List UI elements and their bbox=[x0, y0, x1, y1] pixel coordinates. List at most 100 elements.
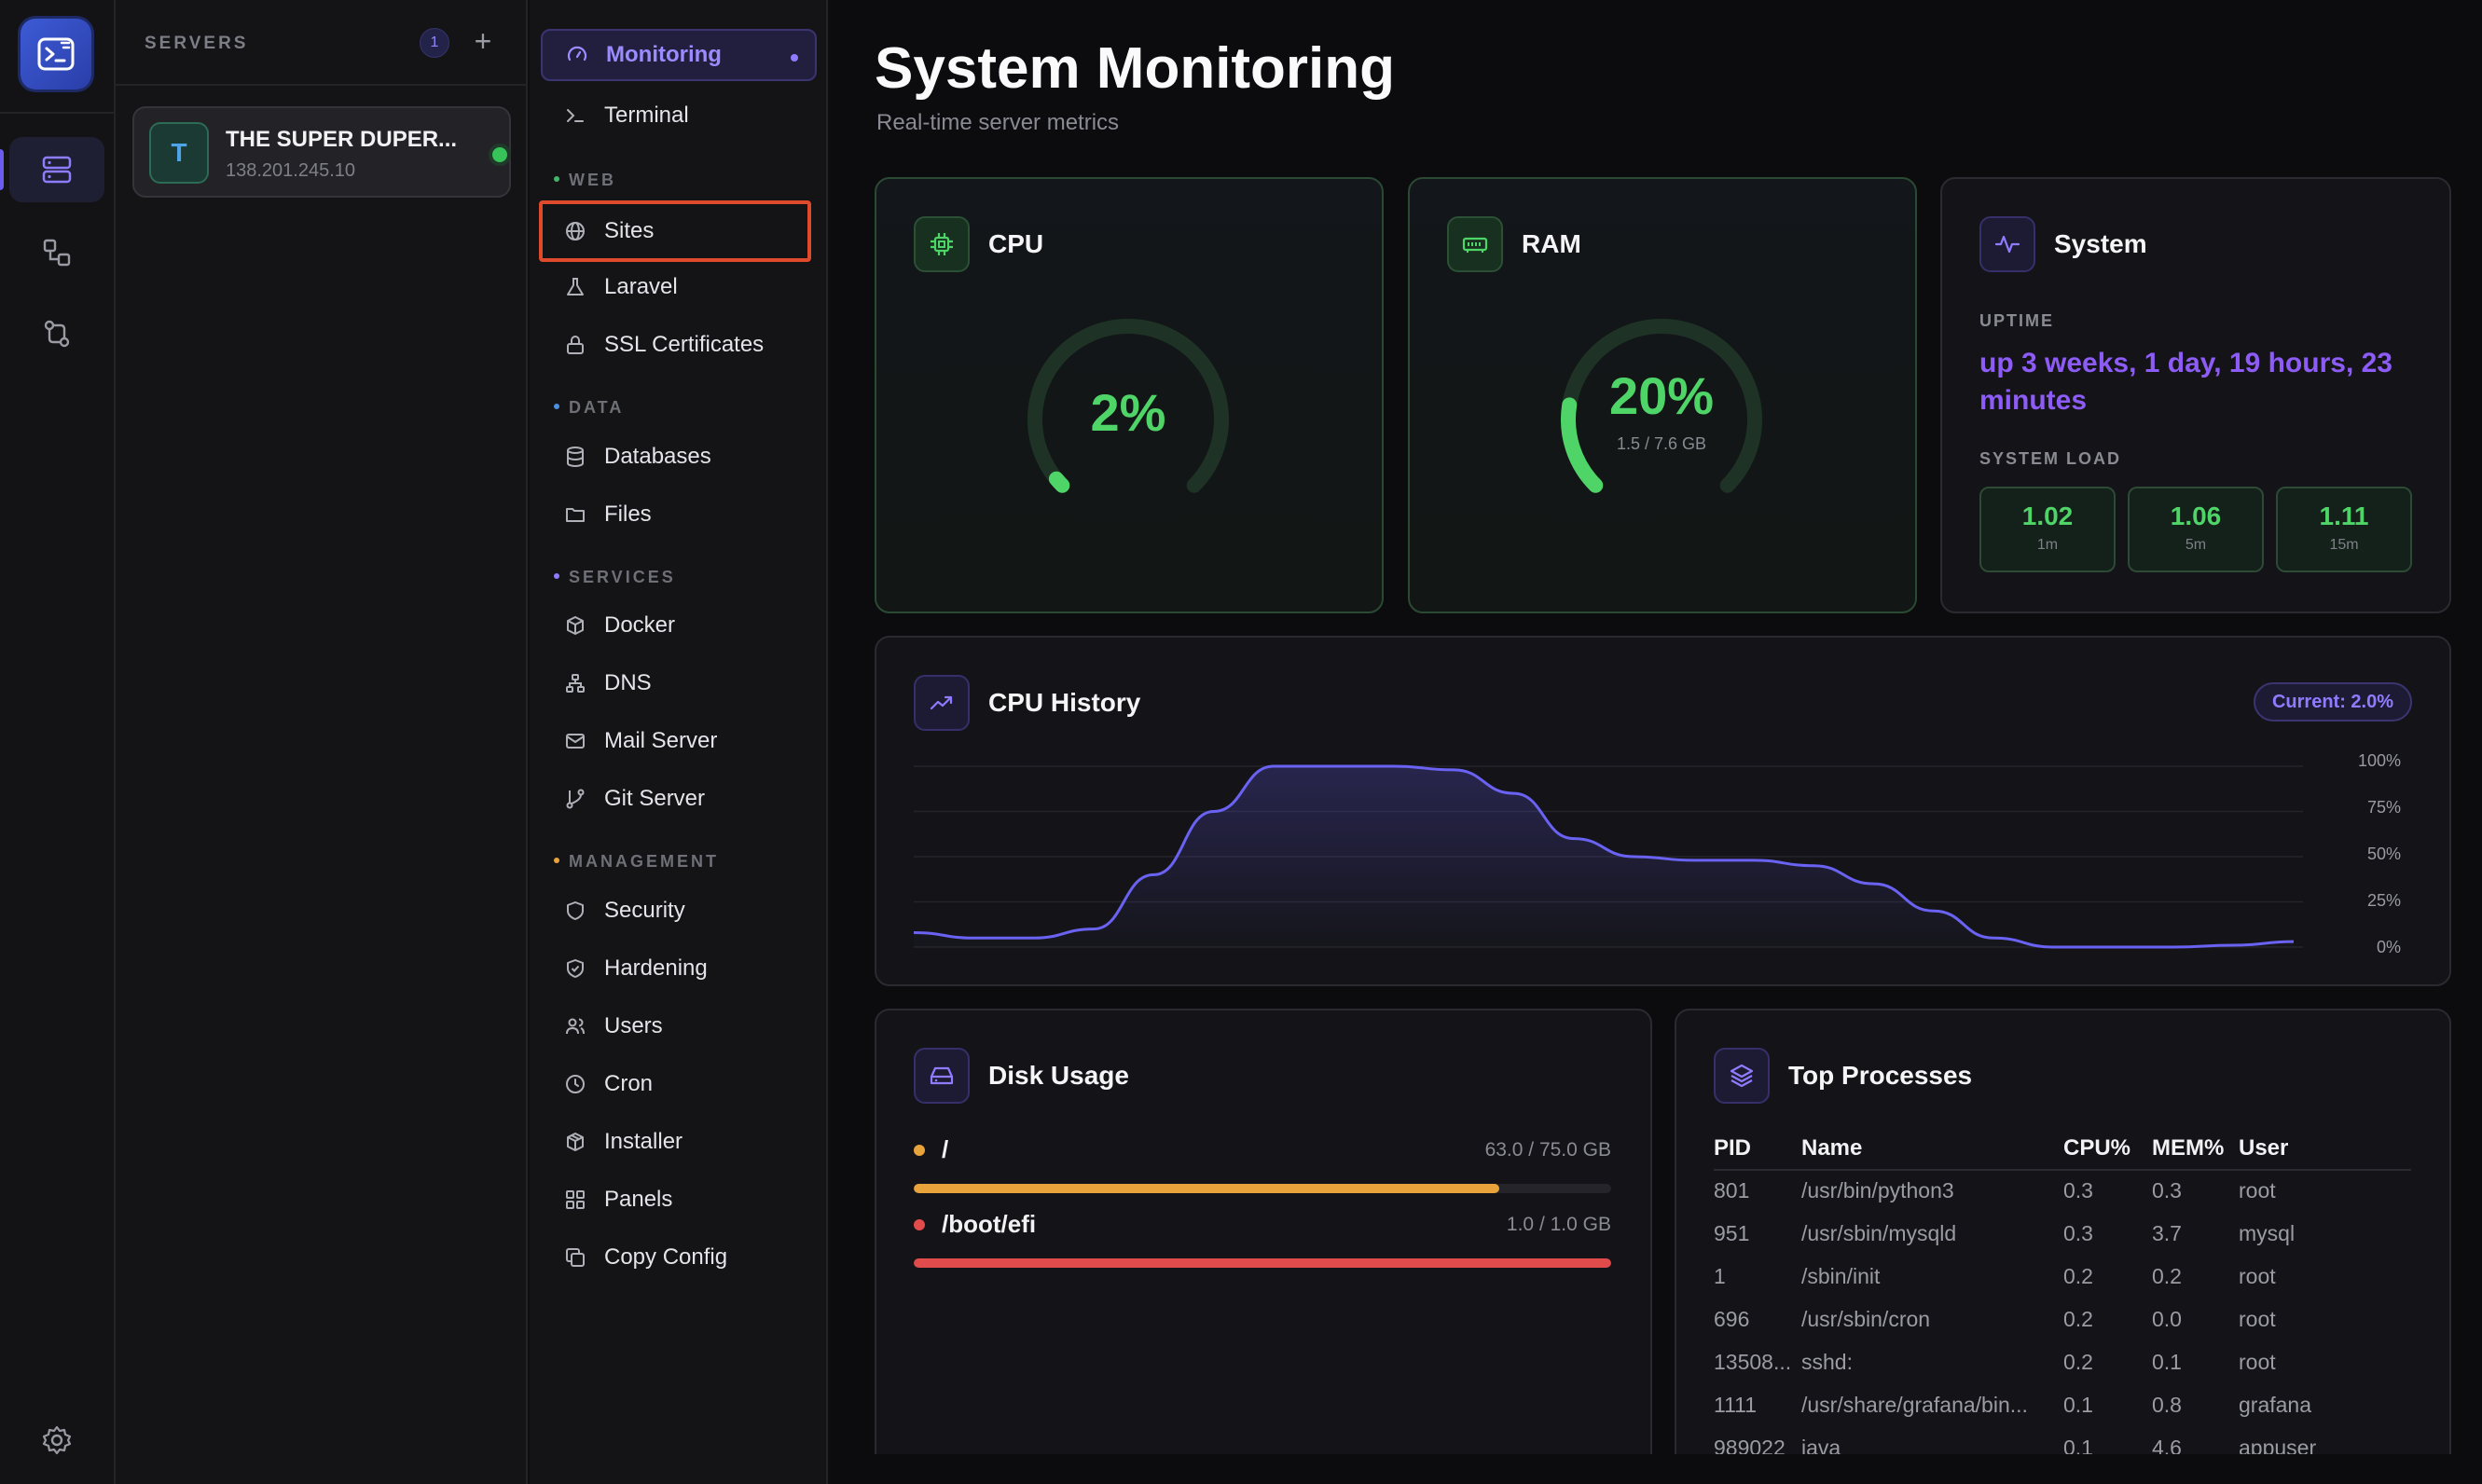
nav-item-installer[interactable]: Installer bbox=[541, 1116, 817, 1168]
cpu-title: CPU bbox=[988, 229, 1044, 258]
nav-item-databases[interactable]: Databases bbox=[541, 431, 817, 483]
nav-item-hardening[interactable]: Hardening bbox=[541, 942, 817, 995]
activity-icon bbox=[1979, 216, 2035, 272]
ram-percent: 20% bbox=[1608, 366, 1715, 425]
rail-git-compare-button[interactable] bbox=[9, 301, 104, 366]
nav-item-mail[interactable]: Mail Server bbox=[541, 715, 817, 767]
nav-item-files[interactable]: Files bbox=[541, 488, 817, 541]
y-tick-25: 25% bbox=[2366, 891, 2401, 910]
cell-name: /sbin/init bbox=[1801, 1264, 1881, 1288]
uptime-label: UPTIME bbox=[1979, 311, 2055, 330]
gear-icon bbox=[42, 1425, 72, 1455]
table-row: 696 /usr/sbin/cron 0.2 0.0 root bbox=[1714, 1299, 2411, 1342]
server-avatar: T bbox=[149, 122, 209, 184]
disk-usage-card: Disk Usage / 63.0 / 75.0 GB /boot/efi 1.… bbox=[875, 1009, 1652, 1484]
system-title: System bbox=[2054, 229, 2147, 258]
nav-label-users: Users bbox=[604, 1013, 663, 1038]
nav-item-git[interactable]: Git Server bbox=[541, 773, 817, 825]
cell-mem: 0.2 bbox=[2152, 1264, 2182, 1288]
terminal-icon bbox=[563, 103, 587, 128]
nav-item-monitoring[interactable]: Monitoring bbox=[541, 29, 817, 81]
process-table-header: PID Name CPU% MEM% User bbox=[1714, 1135, 2411, 1171]
rail-workflows-button[interactable] bbox=[9, 220, 104, 285]
col-mem[interactable]: MEM% bbox=[2152, 1135, 2225, 1161]
cell-pid: 801 bbox=[1714, 1178, 1750, 1202]
trending-up-icon bbox=[914, 675, 970, 731]
nav-item-terminal[interactable]: Terminal bbox=[541, 89, 817, 142]
rail-settings-button[interactable] bbox=[9, 1408, 104, 1473]
section-web: WEB bbox=[554, 171, 616, 190]
col-pid[interactable]: PID bbox=[1714, 1135, 1752, 1161]
nav-label-sites: Sites bbox=[604, 218, 655, 243]
load-1m: 1.02 1m bbox=[1979, 487, 2116, 572]
server-ip: 138.201.245.10 bbox=[226, 160, 356, 181]
cpu-history-card: CPU History Current: 2.0% 100% 75% 50% 2… bbox=[875, 636, 2451, 986]
y-tick-0: 0% bbox=[2376, 938, 2401, 956]
database-icon bbox=[563, 445, 587, 469]
ram-detail: 1.5 / 7.6 GB bbox=[1616, 434, 1707, 453]
add-server-button[interactable]: + bbox=[474, 24, 492, 58]
disk-dot-root bbox=[914, 1145, 925, 1156]
workflow-icon bbox=[43, 239, 71, 267]
system-card: System UPTIME up 3 weeks, 1 day, 19 hour… bbox=[1940, 177, 2451, 613]
cell-name: /usr/sbin/mysqld bbox=[1801, 1221, 1957, 1245]
nav-item-cron[interactable]: Cron bbox=[541, 1058, 817, 1110]
nav-item-dns[interactable]: DNS bbox=[541, 657, 817, 709]
cell-user: grafana bbox=[2239, 1393, 2312, 1417]
disk-mount-name: /boot/efi bbox=[942, 1210, 1037, 1238]
nav-label-databases: Databases bbox=[604, 444, 711, 469]
servers-label: SERVERS bbox=[145, 34, 249, 53]
nav-item-users[interactable]: Users bbox=[541, 1000, 817, 1052]
nav-label-dns: DNS bbox=[604, 670, 652, 695]
hard-drive-icon bbox=[914, 1048, 970, 1104]
nav-label-copy-config: Copy Config bbox=[604, 1244, 728, 1270]
col-user[interactable]: User bbox=[2239, 1135, 2289, 1161]
folder-icon bbox=[563, 502, 587, 527]
app-logo[interactable] bbox=[21, 19, 91, 89]
nav-label-security: Security bbox=[604, 898, 685, 923]
cell-pid: 13508... bbox=[1714, 1350, 1792, 1374]
rail-servers-button[interactable] bbox=[9, 137, 104, 202]
cell-mem: 0.0 bbox=[2152, 1307, 2182, 1331]
nav-item-ssl[interactable]: SSL Certificates bbox=[541, 319, 817, 371]
page-subtitle: Real-time server metrics bbox=[876, 110, 1120, 135]
y-tick-50: 50% bbox=[2366, 845, 2401, 863]
top-processes-card: Top Processes PID Name CPU% MEM% User 80… bbox=[1675, 1009, 2451, 1484]
nav-label-monitoring: Monitoring bbox=[606, 42, 722, 67]
mail-icon bbox=[563, 729, 587, 753]
table-row: 1 /sbin/init 0.2 0.2 root bbox=[1714, 1257, 2411, 1299]
nav-label-laravel: Laravel bbox=[604, 274, 678, 299]
col-cpu[interactable]: CPU% bbox=[2063, 1135, 2131, 1161]
load-1m-period: 1m bbox=[2036, 537, 2059, 553]
section-management-label: MANAGEMENT bbox=[569, 852, 719, 871]
cell-name: /usr/share/grafana/bin... bbox=[1801, 1393, 2028, 1417]
nav-item-sites[interactable]: Sites bbox=[539, 200, 811, 262]
nav-item-laravel[interactable]: Laravel bbox=[541, 261, 817, 313]
table-row: 1111 /usr/share/grafana/bin... 0.1 0.8 g… bbox=[1714, 1385, 2411, 1428]
cell-pid: 1111 bbox=[1714, 1393, 1758, 1417]
nav-item-copy-config[interactable]: Copy Config bbox=[541, 1231, 817, 1284]
nav-item-security[interactable]: Security bbox=[541, 885, 817, 937]
users-icon bbox=[563, 1014, 587, 1038]
cell-name: /usr/sbin/cron bbox=[1801, 1307, 1931, 1331]
cell-name: sshd: bbox=[1801, 1350, 1853, 1374]
git-branch-icon bbox=[563, 787, 587, 811]
disk-bar-track bbox=[914, 1184, 1611, 1193]
cell-cpu: 0.3 bbox=[2063, 1221, 2093, 1245]
nav-item-docker[interactable]: Docker bbox=[541, 599, 817, 652]
cell-cpu: 0.1 bbox=[2063, 1393, 2093, 1417]
cell-cpu: 0.3 bbox=[2063, 1178, 2093, 1202]
server-card[interactable]: T THE SUPER DUPER... 138.201.245.10 bbox=[132, 106, 511, 198]
load-15m-value: 1.11 bbox=[2319, 502, 2369, 530]
cell-user: mysql bbox=[2239, 1221, 2296, 1245]
nav-label-git: Git Server bbox=[604, 786, 706, 811]
git-compare-icon bbox=[44, 320, 70, 348]
col-name[interactable]: Name bbox=[1801, 1135, 1863, 1161]
servers-count-badge: 1 bbox=[420, 28, 449, 58]
app-rail bbox=[0, 0, 116, 1484]
load-15m-period: 15m bbox=[2329, 537, 2359, 553]
bottom-edge bbox=[830, 1454, 2482, 1484]
nav-item-panels[interactable]: Panels bbox=[541, 1174, 817, 1226]
nav-label-files: Files bbox=[604, 502, 652, 527]
servers-panel: SERVERS 1 + T THE SUPER DUPER... 138.201… bbox=[116, 0, 528, 1484]
